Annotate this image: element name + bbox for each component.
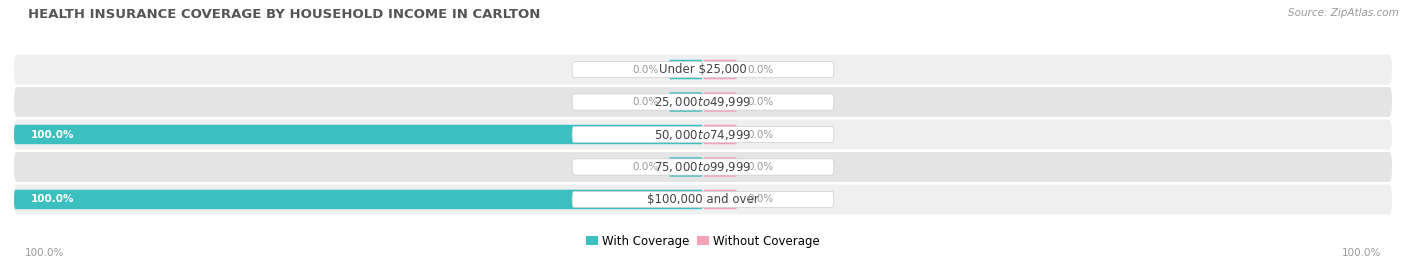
Text: HEALTH INSURANCE COVERAGE BY HOUSEHOLD INCOME IN CARLTON: HEALTH INSURANCE COVERAGE BY HOUSEHOLD I… xyxy=(28,8,540,21)
Text: 0.0%: 0.0% xyxy=(748,129,775,140)
FancyBboxPatch shape xyxy=(14,152,1392,182)
FancyBboxPatch shape xyxy=(572,126,834,143)
FancyBboxPatch shape xyxy=(669,157,703,177)
FancyBboxPatch shape xyxy=(572,94,834,110)
FancyBboxPatch shape xyxy=(703,92,738,112)
FancyBboxPatch shape xyxy=(14,185,1392,214)
Text: 0.0%: 0.0% xyxy=(748,194,775,204)
Text: $75,000 to $99,999: $75,000 to $99,999 xyxy=(654,160,752,174)
FancyBboxPatch shape xyxy=(14,55,1392,84)
FancyBboxPatch shape xyxy=(669,92,703,112)
Text: 100.0%: 100.0% xyxy=(25,248,65,258)
Text: 100.0%: 100.0% xyxy=(31,194,75,204)
Text: Under $25,000: Under $25,000 xyxy=(659,63,747,76)
FancyBboxPatch shape xyxy=(14,190,703,209)
FancyBboxPatch shape xyxy=(703,125,738,144)
FancyBboxPatch shape xyxy=(572,61,834,78)
Text: 0.0%: 0.0% xyxy=(748,97,775,107)
Text: 0.0%: 0.0% xyxy=(748,65,775,75)
Text: $50,000 to $74,999: $50,000 to $74,999 xyxy=(654,128,752,141)
FancyBboxPatch shape xyxy=(703,190,738,209)
FancyBboxPatch shape xyxy=(703,60,738,79)
FancyBboxPatch shape xyxy=(14,125,703,144)
Text: $100,000 and over: $100,000 and over xyxy=(647,193,759,206)
Text: 0.0%: 0.0% xyxy=(631,162,658,172)
FancyBboxPatch shape xyxy=(703,157,738,177)
Legend: With Coverage, Without Coverage: With Coverage, Without Coverage xyxy=(581,230,825,253)
Text: 100.0%: 100.0% xyxy=(31,129,75,140)
FancyBboxPatch shape xyxy=(669,60,703,79)
Text: 0.0%: 0.0% xyxy=(631,97,658,107)
Text: 0.0%: 0.0% xyxy=(748,162,775,172)
Text: 100.0%: 100.0% xyxy=(1341,248,1381,258)
FancyBboxPatch shape xyxy=(572,191,834,208)
Text: $25,000 to $49,999: $25,000 to $49,999 xyxy=(654,95,752,109)
FancyBboxPatch shape xyxy=(572,159,834,175)
FancyBboxPatch shape xyxy=(14,87,1392,117)
FancyBboxPatch shape xyxy=(14,119,1392,150)
Text: Source: ZipAtlas.com: Source: ZipAtlas.com xyxy=(1288,8,1399,18)
Text: 0.0%: 0.0% xyxy=(631,65,658,75)
